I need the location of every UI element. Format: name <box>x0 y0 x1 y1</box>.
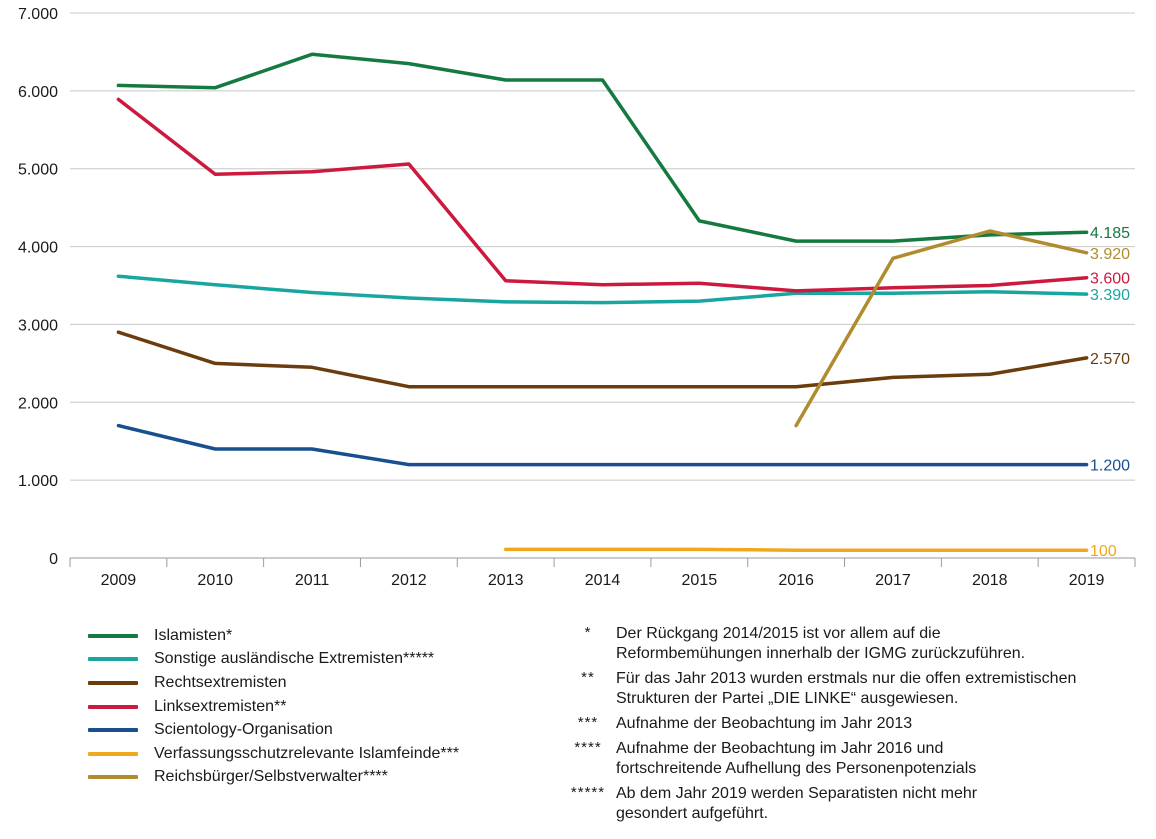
footnotes: * Der Rückgang 2014/2015 ist vor allem au… <box>560 624 1150 829</box>
legend-label: Islamisten* <box>154 626 233 644</box>
y-tick-label: 4.000 <box>18 240 58 257</box>
footnote-mark: * <box>584 624 592 641</box>
x-tick-label: 2019 <box>1069 572 1105 589</box>
y-tick-label: 5.000 <box>18 162 58 179</box>
series-line <box>503 547 1089 552</box>
footnote-text: Der Rückgang 2014/2015 ist vor allem auf… <box>616 625 1026 662</box>
footnote: **** Aufnahme der Beobachtung im Jahr 201… <box>560 739 1150 779</box>
end-value-label: 100 <box>1090 543 1117 560</box>
series-lines <box>116 52 1089 552</box>
series-line <box>116 423 1089 467</box>
footnote: *** Aufnahme der Beobachtung im Jahr 2013 <box>560 714 1150 734</box>
end-value-label: 3.920 <box>1090 246 1130 263</box>
legend-label: Verfassungsschutzrelevante Islamfeinde**… <box>154 744 460 762</box>
line-chart: 0 1.000 2.000 3.000 4.000 5.000 6.000 7.000 200… <box>18 6 1136 589</box>
end-value-label: 3.600 <box>1090 271 1130 288</box>
y-tick-label: 2.000 <box>18 395 58 412</box>
footnote-text: Ab dem Jahr 2019 werden Separatisten nic… <box>616 785 978 822</box>
x-tick-label: 2013 <box>488 572 524 589</box>
x-tick-label: 2018 <box>972 572 1008 589</box>
legend-item: Islamisten* <box>88 624 558 648</box>
footnote-mark: **** <box>574 739 602 756</box>
footnote: * Der Rückgang 2014/2015 ist vor allem au… <box>560 624 1150 664</box>
legend-label: Scientology-Organisation <box>154 721 333 739</box>
y-tick-label: 7.000 <box>18 6 58 23</box>
x-tick-label: 2010 <box>197 572 233 589</box>
end-value-label: 4.185 <box>1090 225 1130 242</box>
end-value-label: 3.390 <box>1090 287 1130 304</box>
x-tick-label: 2012 <box>391 572 427 589</box>
footnote-mark: *** <box>577 714 599 731</box>
legend-swatch <box>88 680 138 685</box>
footnote-text: Für das Jahr 2013 wurden erstmals nur di… <box>616 670 1077 707</box>
legend-label: Linksextremisten** <box>154 697 287 715</box>
footnote-text: Aufnahme der Beobachtung im Jahr 2013 <box>616 715 913 732</box>
legend-label: Reichsbürger/Selbstverwalter**** <box>154 768 388 786</box>
legend-item: Reichsbürger/Selbstverwalter**** <box>88 766 558 790</box>
end-value-label: 2.570 <box>1090 351 1130 368</box>
footnote: ***** Ab dem Jahr 2019 werden Separatiste… <box>560 784 1150 824</box>
legend-item: Linksextremisten** <box>88 695 558 719</box>
x-tick-label: 2015 <box>682 572 718 589</box>
legend-swatch <box>88 704 138 709</box>
x-tick-label: 2011 <box>295 572 330 589</box>
x-axis: 2009 2010 2011 2012 2013 2014 2015 2016 2017 2018… <box>69 557 1136 589</box>
legend-swatch <box>88 657 138 662</box>
x-tick-label: 2014 <box>585 572 621 589</box>
legend-item: Sonstige ausländische Extremisten***** <box>88 648 558 672</box>
legend-swatch <box>88 728 138 733</box>
series-line <box>794 229 1089 428</box>
legend-label: Sonstige ausländische Extremisten***** <box>154 650 435 668</box>
footnote: ** Für das Jahr 2013 wurden erstmals nur … <box>560 669 1150 709</box>
end-value-label: 1.200 <box>1090 458 1130 475</box>
y-tick-label: 0 <box>49 551 58 568</box>
legend-swatch <box>88 751 138 756</box>
footnote-text: Aufnahme der Beobachtung im Jahr 2016 un… <box>616 740 977 777</box>
y-tick-label: 6.000 <box>18 84 58 101</box>
series-line <box>116 52 1089 243</box>
legend-item: Rechtsextremisten <box>88 671 558 695</box>
legend-swatch <box>88 775 138 780</box>
footnote-mark: ** <box>581 669 595 686</box>
legend: Islamisten* Sonstige ausländische Extremi… <box>88 624 558 789</box>
footnote-mark: ***** <box>570 784 606 801</box>
gridlines <box>70 12 1135 481</box>
x-tick-label: 2017 <box>875 572 911 589</box>
x-tick-label: 2016 <box>778 572 814 589</box>
series-line <box>116 330 1089 389</box>
series-line <box>116 97 1089 293</box>
legend-item: Scientology-Organisation <box>88 718 558 742</box>
x-tick-label: 2009 <box>101 572 137 589</box>
y-axis: 0 1.000 2.000 3.000 4.000 5.000 6.000 7.000 <box>18 6 58 568</box>
series-line <box>116 274 1089 305</box>
legend-label: Rechtsextremisten <box>154 673 287 691</box>
legend-swatch <box>88 633 138 638</box>
legend-item: Verfassungsschutzrelevante Islamfeinde**… <box>88 742 558 766</box>
y-tick-label: 1.000 <box>18 473 58 490</box>
end-labels: 4.185 3.390 2.570 3.600 1.200 100 3.920 <box>1090 225 1130 560</box>
y-tick-label: 3.000 <box>18 317 58 334</box>
